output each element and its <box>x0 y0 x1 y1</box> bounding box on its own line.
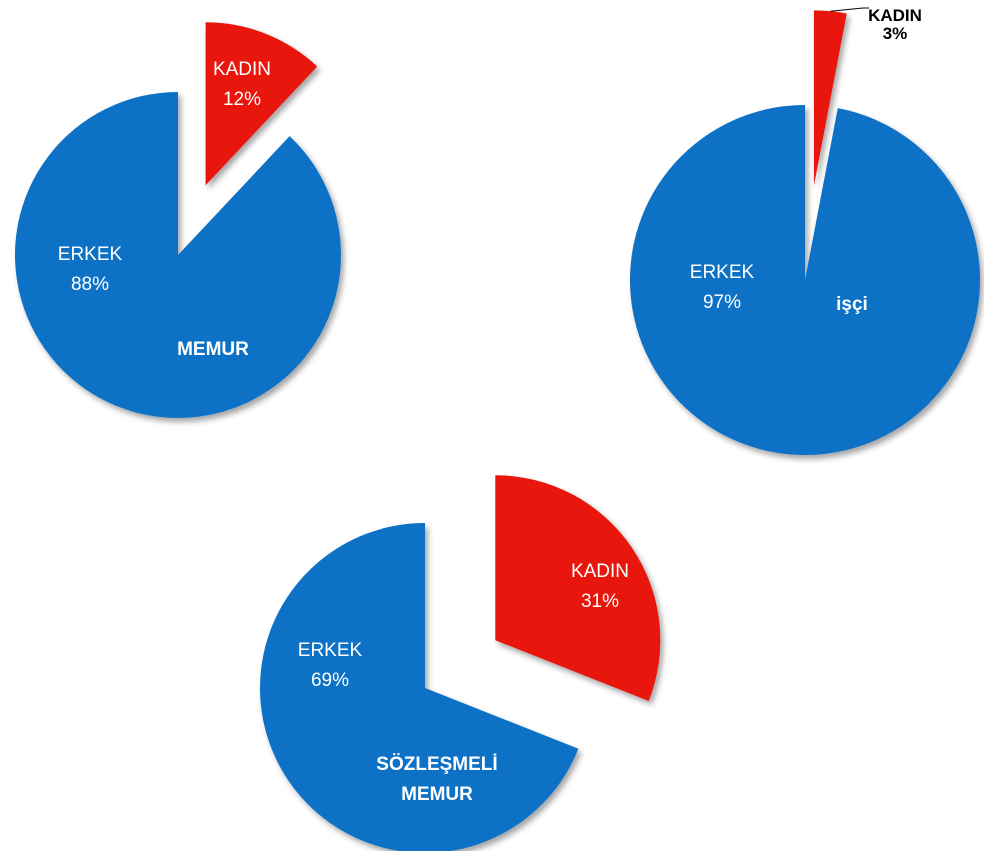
pie-slice <box>629 105 980 455</box>
slice-category: KADIN <box>212 59 272 80</box>
slice-value: 88% <box>70 274 110 295</box>
slice-label: KADIN 31% <box>571 557 629 617</box>
slice-category: KADIN <box>868 6 922 25</box>
slice-value: 69% <box>310 670 350 691</box>
pie-slice <box>205 22 318 186</box>
slice-category: ERKEK <box>57 244 123 265</box>
slice-value: 31% <box>580 591 620 612</box>
slice-category: ERKEK <box>689 262 755 283</box>
pie-slice <box>813 10 847 186</box>
slice-label: ERKEK 69% <box>298 636 362 696</box>
chart-title: işçi <box>836 294 868 315</box>
slice-value: 3% <box>882 24 908 43</box>
leader-line <box>830 7 869 12</box>
slice-label: ERKEK 88% <box>58 240 122 300</box>
slice-label: KADIN 3% <box>868 7 922 43</box>
slice-value: 12% <box>222 89 262 110</box>
pie-slice <box>495 475 661 701</box>
pie-slice <box>260 523 579 851</box>
slice-category: ERKEK <box>297 640 363 661</box>
slice-label: KADIN 12% <box>213 55 271 115</box>
chart-title: SÖZLEŞMELİ MEMUR <box>376 754 498 805</box>
slice-label: ERKEK 97% <box>690 258 754 318</box>
chart-title: MEMUR <box>177 339 249 360</box>
slice-value: 97% <box>702 292 742 313</box>
slice-category: KADIN <box>570 561 630 582</box>
pie-slice <box>14 92 342 418</box>
